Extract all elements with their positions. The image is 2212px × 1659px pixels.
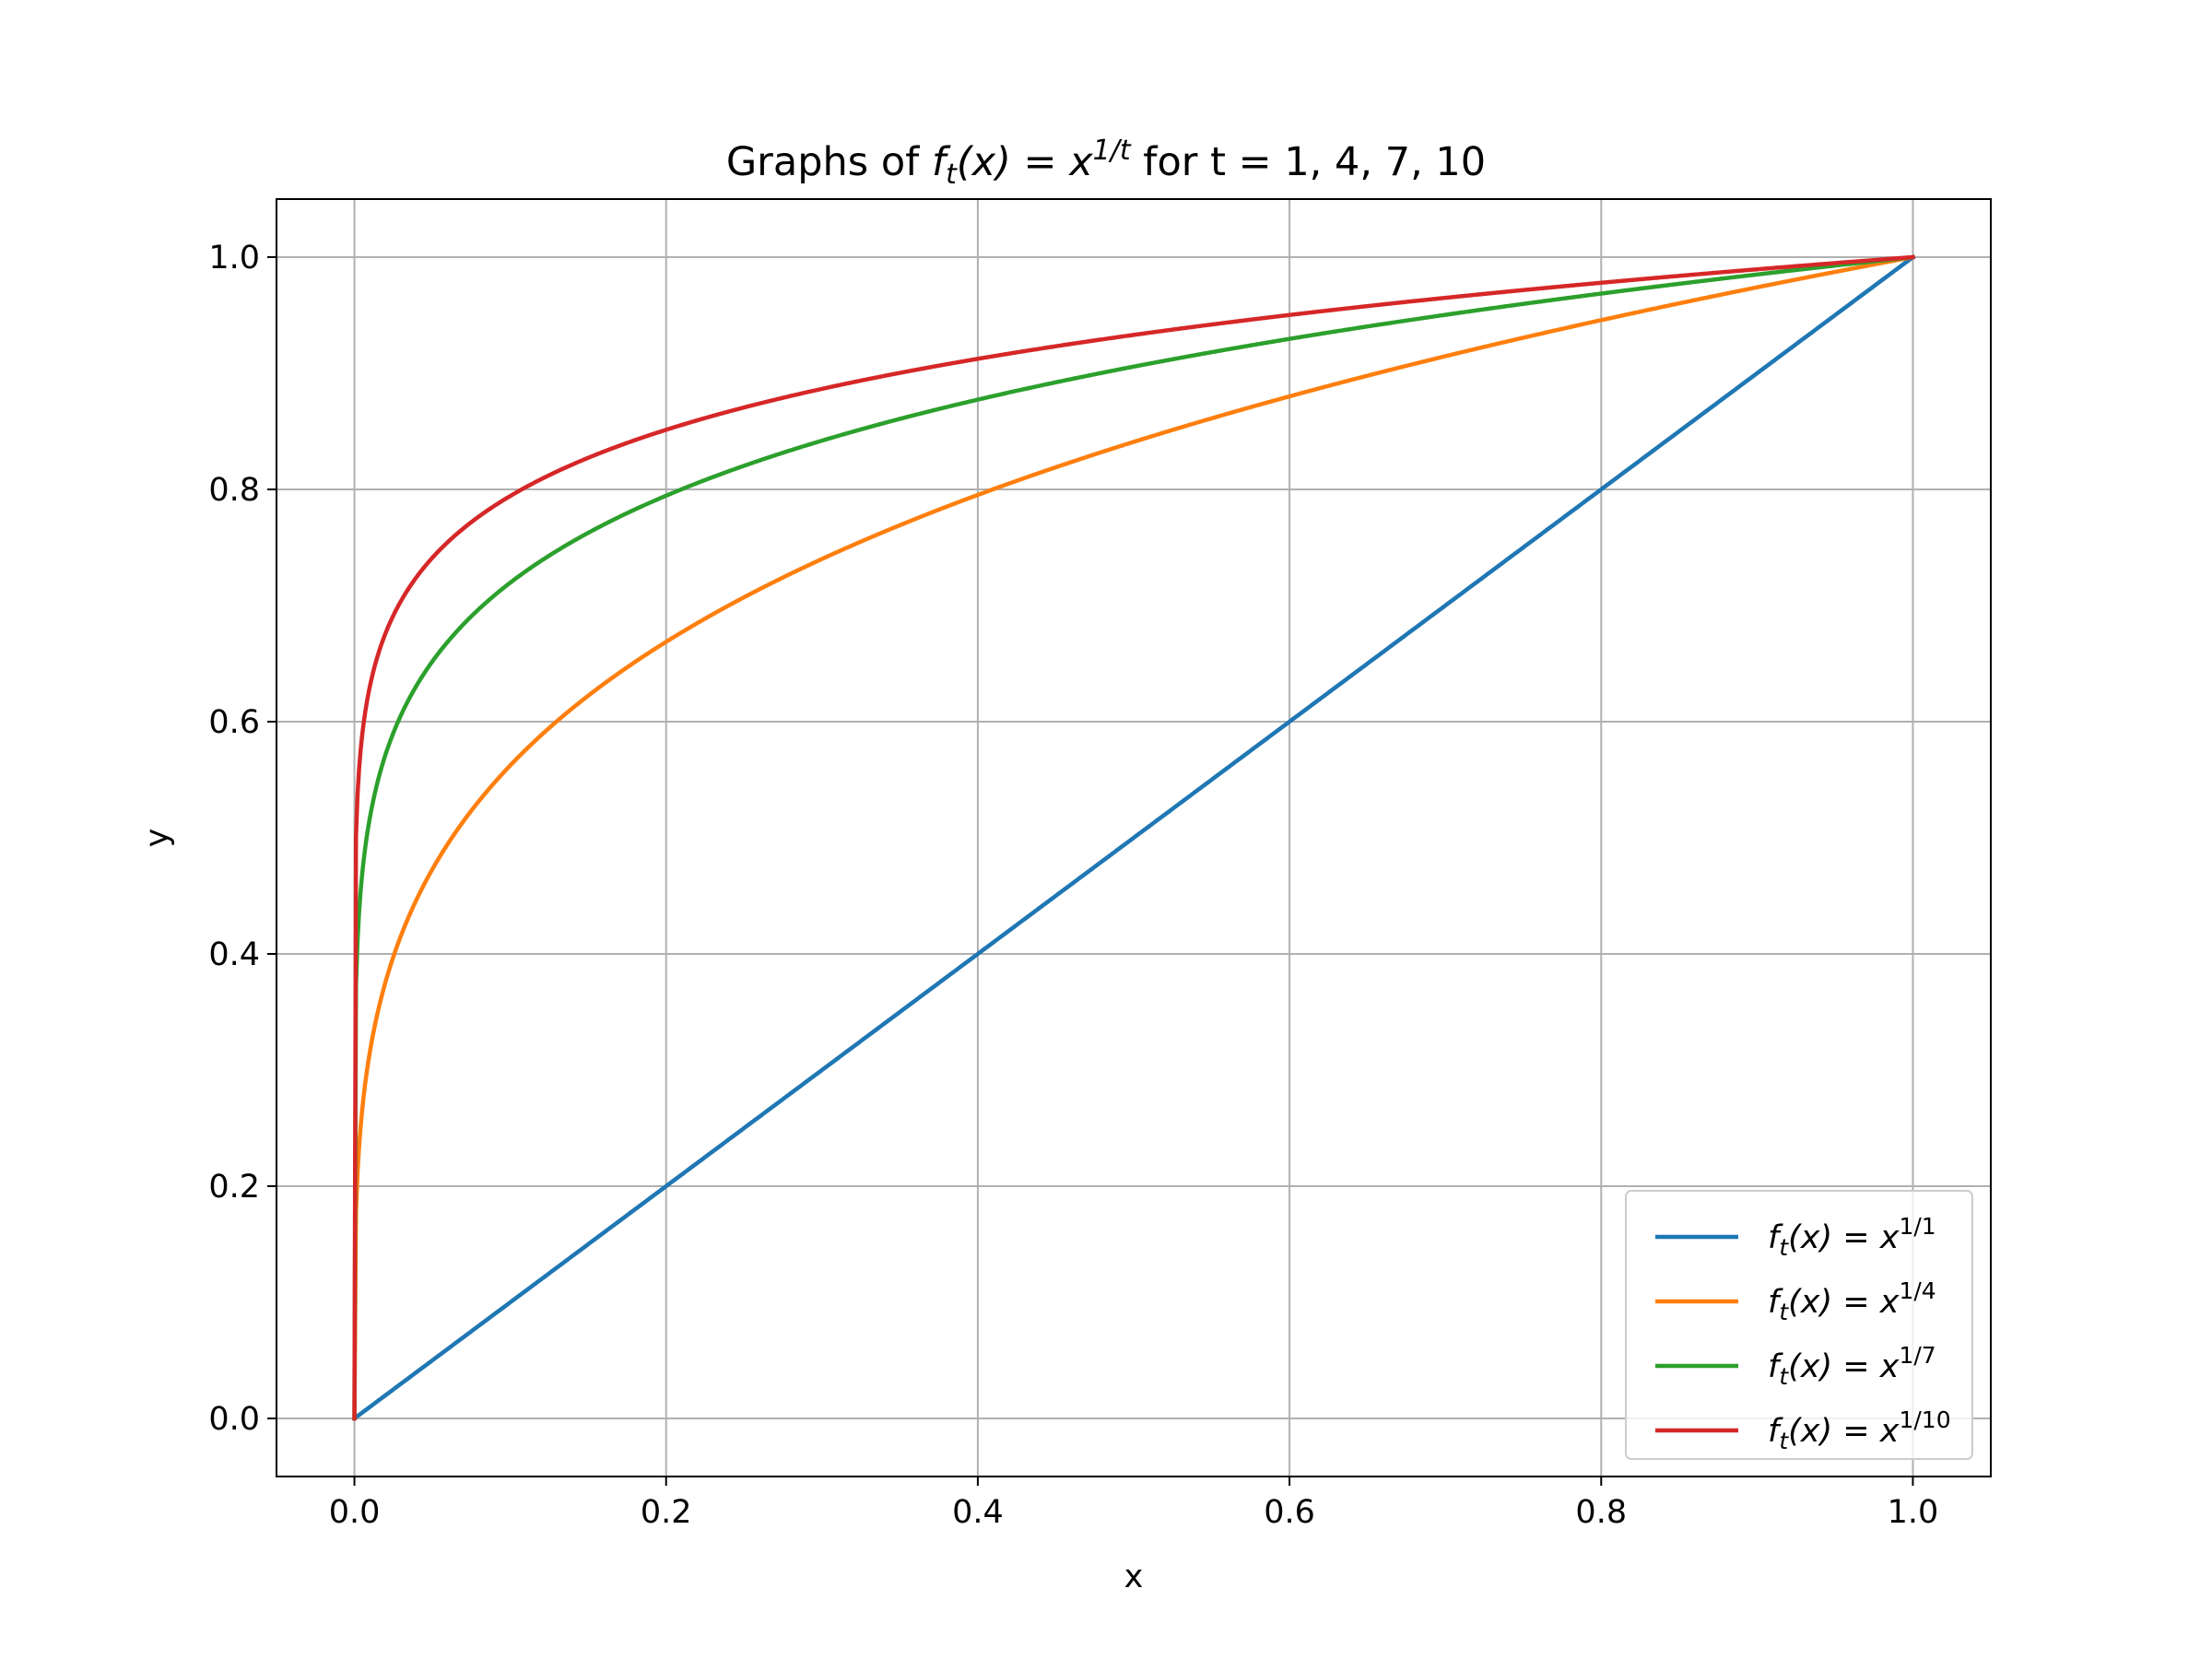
x-tick-label: 0.4 <box>952 1494 1004 1531</box>
legend-label: ft(x) = x1/1 <box>1768 1213 1936 1261</box>
x-tick-label: 0.8 <box>1575 1494 1627 1531</box>
legend-label: ft(x) = x1/10 <box>1768 1406 1951 1454</box>
title-sub: t <box>946 159 958 191</box>
legend-sup: 1/7 <box>1899 1342 1936 1369</box>
legend-sub: t <box>1779 1363 1789 1390</box>
legend-mid: (x) = x <box>1788 1348 1900 1385</box>
series-line-t4 <box>352 254 1916 1421</box>
series-lines <box>351 253 1916 1422</box>
legend-frame <box>1625 1190 1973 1460</box>
chart-title: Graphs of ft(x) = x1/t for t = 1, 4, 7, … <box>726 135 1486 191</box>
legend-sub: t <box>1779 1428 1789 1454</box>
y-axis-label: y <box>139 829 176 848</box>
legend-label: ft(x) = x1/7 <box>1768 1342 1936 1390</box>
y-tick-label: 0.0 <box>208 1401 260 1438</box>
y-tick-label: 0.6 <box>208 704 260 741</box>
legend-label: ft(x) = x1/4 <box>1768 1277 1936 1325</box>
title-mid: (x) = x <box>957 139 1093 185</box>
y-tick-label: 1.0 <box>208 240 260 276</box>
legend-sup: 1/1 <box>1899 1213 1936 1240</box>
legend-mid: (x) = x <box>1788 1284 1900 1321</box>
x-tick-label: 0.6 <box>1264 1494 1315 1531</box>
x-tick-label: 0.0 <box>329 1494 381 1531</box>
series-line-t7 <box>352 254 1915 1421</box>
title-suffix: for t = 1, 4, 7, 10 <box>1131 139 1487 185</box>
y-tick-label: 0.8 <box>208 472 260 509</box>
x-tick-label: 1.0 <box>1888 1494 1939 1531</box>
legend-sup: 1/4 <box>1899 1277 1936 1304</box>
x-axis-label: x <box>1124 1559 1144 1595</box>
legend-mid: (x) = x <box>1788 1219 1900 1256</box>
x-tick-label: 0.2 <box>641 1494 692 1531</box>
series-line-t10 <box>352 254 1915 1421</box>
ticks: 0.0 0.2 0.4 0.6 0.8 1.0 0.0 0.2 0.4 0.6 0.8 1.0 <box>208 240 1938 1531</box>
legend-sup: 1/10 <box>1899 1406 1950 1433</box>
plot-frame <box>276 198 1992 1477</box>
title-prefix: Graphs of <box>726 139 932 185</box>
title-sup: 1/t <box>1093 135 1132 167</box>
legend-sub: t <box>1779 1234 1789 1261</box>
y-tick-label: 0.4 <box>208 936 260 973</box>
legend-mid: (x) = x <box>1788 1413 1900 1450</box>
y-tick-label: 0.2 <box>208 1169 260 1206</box>
legend-sub: t <box>1779 1299 1789 1325</box>
legend: ft(x) = x1/1 ft(x) = x1/4 ft(x) = x1/7 ft(x… <box>1625 1190 1973 1460</box>
series-line-t1 <box>351 253 1916 1422</box>
grid <box>276 199 1991 1477</box>
